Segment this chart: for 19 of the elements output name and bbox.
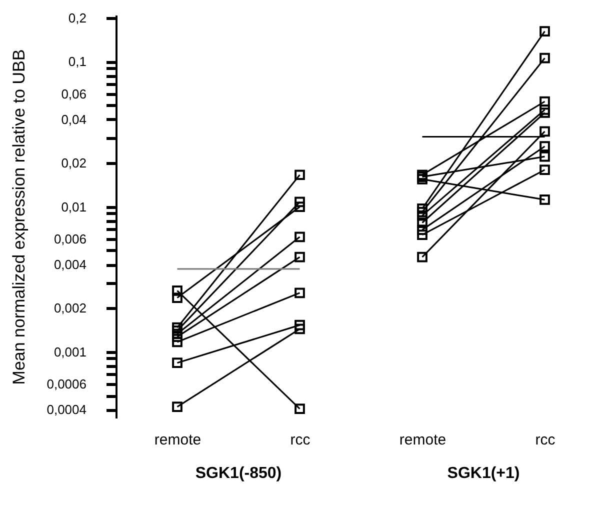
y-tick-label: 0,0006	[46, 376, 86, 392]
x-tick-label: remote	[399, 432, 446, 448]
y-tick-label: 0,1	[68, 54, 86, 70]
y-tick-label: 0,004	[54, 257, 86, 272]
y-tick-label: 0,001	[54, 344, 86, 360]
x-tick-label: remote	[154, 432, 202, 448]
x-tick-label: rcc	[535, 432, 556, 448]
x-tick-label: rcc	[290, 432, 311, 448]
y-tick-label: 0,006	[54, 231, 86, 246]
y-tick-label: 0,01	[61, 199, 86, 214]
y-axis-title: Mean normalized expression relative to UBB	[10, 49, 29, 385]
text: SGK1(-850)	[195, 465, 282, 482]
y-tick-label: 0,04	[61, 112, 86, 127]
y-tick-label: 0,0004	[46, 402, 86, 418]
y-tick-label: 0,002	[54, 300, 86, 316]
y-tick-label: 0,06	[61, 86, 86, 102]
text: SGK1(+1)	[447, 465, 520, 482]
y-tick-label: 0,2	[68, 10, 86, 26]
y-tick-label: 0,02	[61, 156, 86, 171]
